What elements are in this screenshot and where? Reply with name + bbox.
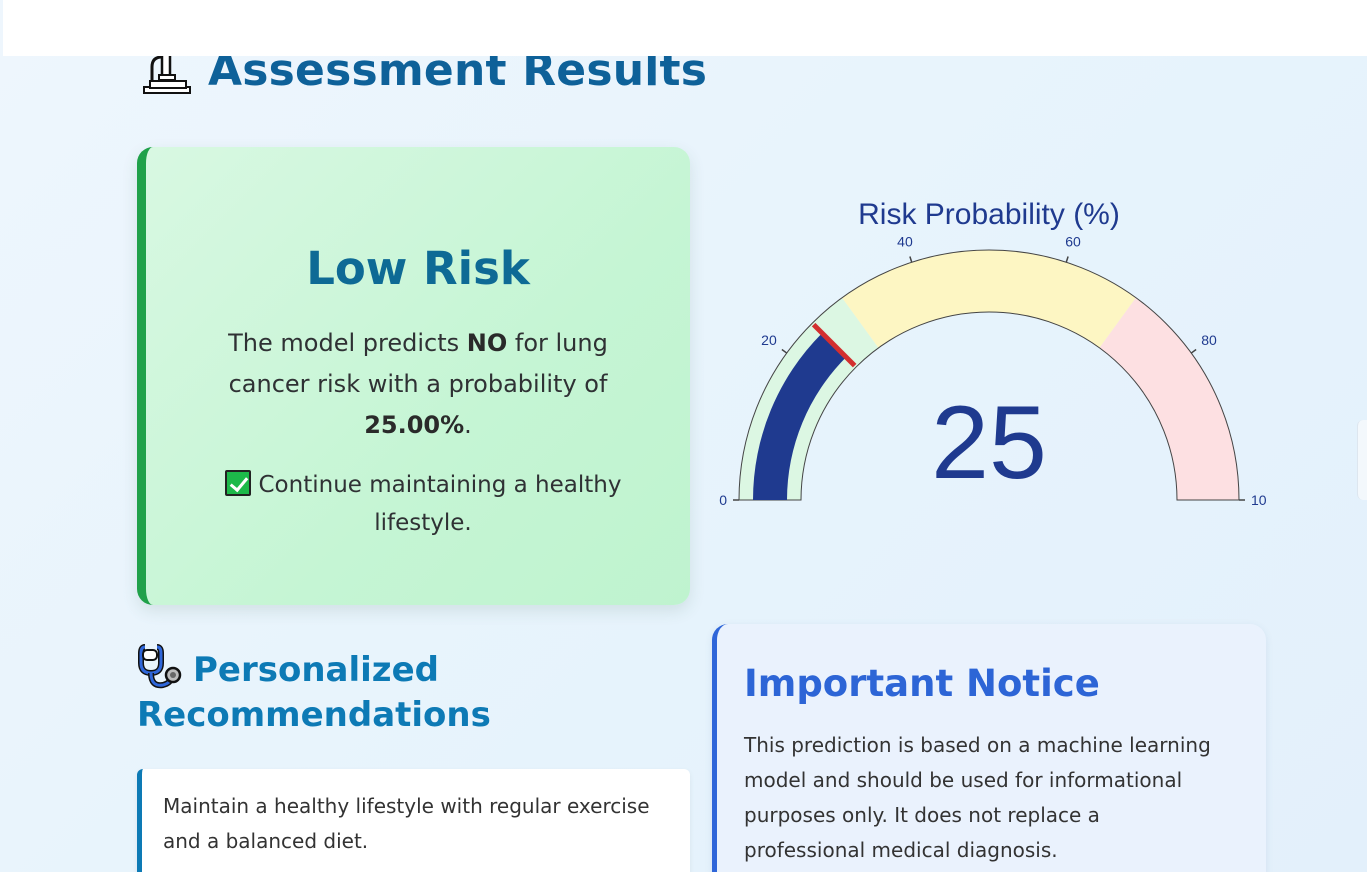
gauge-tick-label: 0 xyxy=(719,492,727,508)
gauge-value-bar xyxy=(753,333,847,500)
side-panel-edge[interactable] xyxy=(1357,420,1367,500)
gauge-tick xyxy=(1065,256,1069,263)
gauge-tick-label: 60 xyxy=(1065,233,1081,249)
stethoscope-icon xyxy=(138,644,182,689)
gauge-band-1 xyxy=(842,249,1136,348)
recommendation-item: Maintain a healthy lifestyle with regula… xyxy=(163,794,650,853)
gauge-threshold-marker xyxy=(811,322,857,368)
gauge-tick-label: 10 xyxy=(1251,492,1267,508)
advice-label: Continue maintaining a healthy lifestyle… xyxy=(258,472,622,536)
gauge-tick-label: 20 xyxy=(761,332,777,348)
more-options-icon[interactable]: ⋮ xyxy=(1363,18,1367,34)
probability-value: 25.00% xyxy=(364,411,465,439)
gauge-band-2 xyxy=(1099,297,1239,500)
advice-text: Continue maintaining a healthy lifestyle… xyxy=(206,466,640,542)
risk-level-heading: Low Risk xyxy=(306,242,530,295)
prediction-value: NO xyxy=(466,329,508,357)
recommendations-title-text: Personalized Recommendations xyxy=(137,650,491,735)
gauge-tick xyxy=(909,256,913,263)
recommendation-card: Maintain a healthy lifestyle with regula… xyxy=(137,769,690,872)
prediction-middle: for lung cancer risk with a probability … xyxy=(228,329,608,398)
important-notice-card: Important Notice This prediction is base… xyxy=(712,624,1266,872)
prediction-suffix: . xyxy=(464,411,472,439)
gauge-title: Risk Probability (%) xyxy=(858,198,1120,231)
notice-heading: Important Notice xyxy=(744,662,1100,705)
notice-text: This prediction is based on a machine le… xyxy=(744,733,1211,862)
risk-result-card: Low Risk The model predicts NO for lung … xyxy=(137,147,690,605)
prediction-text: The model predicts NO for lung cancer ri… xyxy=(196,323,640,446)
recommendations-title: Personalized Recommendations xyxy=(137,643,637,738)
gauge-tick xyxy=(1190,348,1197,354)
gauge-tick xyxy=(781,348,788,354)
prediction-prefix: The model predicts xyxy=(228,329,467,357)
check-icon xyxy=(224,470,251,496)
gauge-outline xyxy=(738,249,1240,501)
gauge-value-number: 25 xyxy=(931,385,1047,501)
gauge-tick-label: 80 xyxy=(1201,332,1217,348)
risk-gauge: Risk Probability (%) 0 20 40 60 80 10 25 xyxy=(700,180,1280,540)
gauge-tick-label: 40 xyxy=(897,233,913,249)
top-bar: ⋮ xyxy=(3,0,1367,56)
risk-gauge-chart: Risk Probability (%) 0 20 40 60 80 10 25 xyxy=(719,198,1267,508)
